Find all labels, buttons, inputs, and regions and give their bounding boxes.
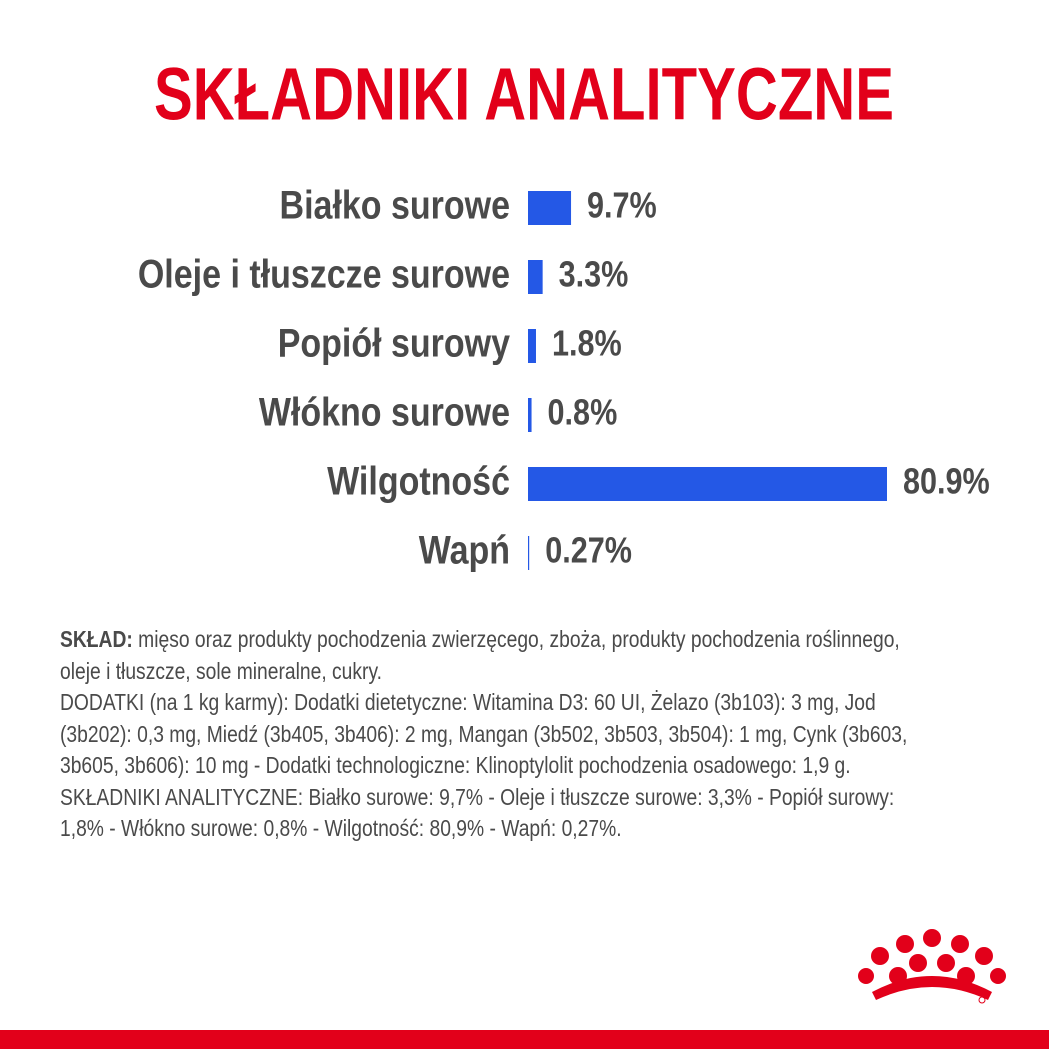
category-label: Wilgotność: [327, 458, 510, 503]
bar: [528, 260, 543, 294]
value-label-group: 3.3%: [559, 255, 629, 295]
description: SKŁAD: mięso oraz produkty pochodzenia z…: [60, 624, 921, 845]
bar: [528, 398, 532, 432]
value-label-group: 1.8%: [552, 324, 622, 364]
value-label: 0.27%: [545, 531, 632, 571]
bar: [528, 329, 536, 363]
value-label-group: 0.27%: [545, 531, 632, 571]
value-label: 1.8%: [552, 324, 622, 364]
value-label: 9.7%: [587, 186, 657, 226]
category-group: Wapń: [419, 527, 510, 572]
composition-label: SKŁAD:: [60, 626, 133, 652]
bar: [528, 467, 887, 501]
analytical: SKŁADNIKI ANALITYCZNE: Białko surowe: 9,…: [60, 783, 895, 842]
value-label: 3.3%: [559, 255, 629, 295]
composition: SKŁAD: mięso oraz produkty pochodzenia z…: [60, 624, 921, 687]
bar: [528, 536, 530, 570]
category-label: Popiół surowy: [278, 320, 511, 365]
value-label-group: 80.9%: [903, 462, 990, 502]
category-group: Wilgotność: [327, 458, 510, 503]
category-group: Oleje i tłuszcze surowe: [138, 251, 510, 296]
composition-text: mięso oraz produkty pochodzenia zwierzęc…: [60, 626, 900, 684]
value-label-group: 9.7%: [587, 186, 657, 226]
logo: [858, 929, 1006, 1004]
category-label: Białko surowe: [280, 182, 510, 227]
bottom-bar: [0, 1030, 1049, 1049]
category-label: Wapń: [419, 527, 510, 572]
value-label: 80.9%: [903, 462, 990, 502]
category-group: Białko surowe: [280, 182, 510, 227]
category-group: Popiół surowy: [278, 320, 511, 365]
additives: DODATKI (na 1 kg karmy): Dodatki dietety…: [60, 689, 908, 778]
category-label: Oleje i tłuszcze surowe: [138, 251, 510, 296]
category-group: Włókno surowe: [259, 389, 510, 434]
category-label: Włókno surowe: [259, 389, 510, 434]
value-label: 0.8%: [548, 393, 618, 433]
chart-title: SKŁADNIKI ANALITYCZNE: [154, 53, 894, 136]
bar: [528, 191, 572, 225]
value-label-group: 0.8%: [548, 393, 618, 433]
